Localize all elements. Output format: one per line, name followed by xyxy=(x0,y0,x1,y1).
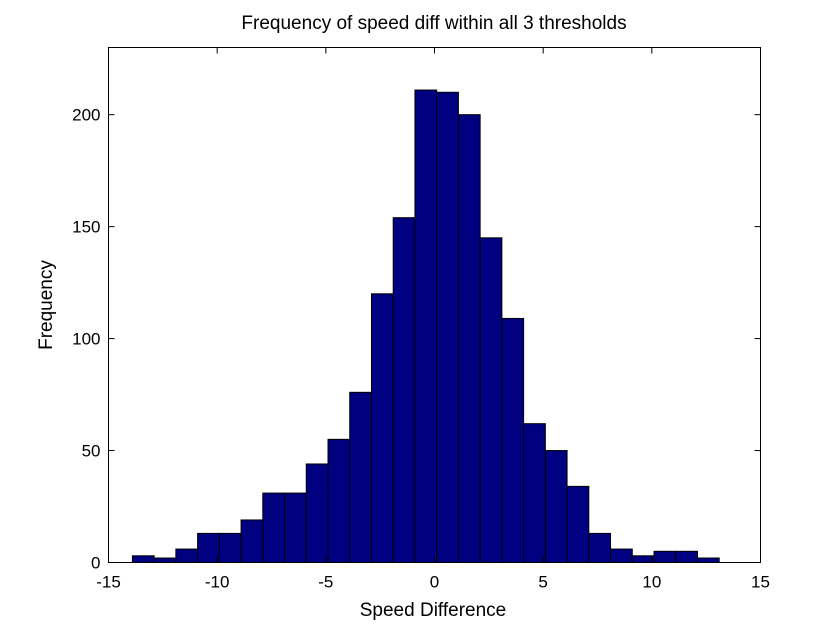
y-tick-label: 0 xyxy=(91,554,100,573)
histogram-bar-2 xyxy=(175,548,199,564)
histogram-bar-21 xyxy=(588,532,612,563)
x-tick-label: -10 xyxy=(205,573,230,592)
x-tick-label: -5 xyxy=(318,573,333,592)
histogram-bar-6 xyxy=(262,492,286,563)
x-axis: -15 -10 -5 0 5 10 15 xyxy=(96,47,770,592)
histogram-bar-13 xyxy=(414,89,438,563)
x-axis-label: Speed Difference xyxy=(360,600,506,621)
histogram-bar-5 xyxy=(240,519,264,564)
histogram-bar-22 xyxy=(610,548,633,564)
histogram-bar-12 xyxy=(392,217,416,563)
x-tick-label: 10 xyxy=(642,573,661,592)
chart-title: Frequency of speed diff within all 3 thr… xyxy=(241,13,626,34)
y-tick-label: 200 xyxy=(72,106,100,125)
histogram-bar-19 xyxy=(544,450,568,564)
x-tick-label: 15 xyxy=(751,573,770,592)
y-tick-label: 100 xyxy=(72,330,100,349)
histogram-bar-8 xyxy=(305,463,329,564)
histogram-bar-26 xyxy=(696,557,720,563)
histogram-bar-17 xyxy=(501,317,525,563)
y-tick-label: 150 xyxy=(72,218,100,237)
histogram-bar-25 xyxy=(675,550,698,563)
histogram-bar-9 xyxy=(327,438,351,564)
x-tick-label: 0 xyxy=(430,573,439,592)
histogram-bar-4 xyxy=(218,532,242,563)
histogram-bar-10 xyxy=(349,391,372,563)
histogram-bar-3 xyxy=(197,532,220,563)
x-tick-label: 5 xyxy=(538,573,547,592)
histogram-bar-1 xyxy=(153,557,177,563)
x-tick-label: -15 xyxy=(96,573,121,592)
histogram-bar-23 xyxy=(631,555,655,563)
histogram-bar-24 xyxy=(653,550,677,563)
bars-group xyxy=(131,89,720,564)
histogram-bar-0 xyxy=(131,555,155,563)
histogram-bar-14 xyxy=(436,91,459,563)
y-tick-label: 50 xyxy=(82,442,101,461)
histogram-bar-20 xyxy=(566,485,590,563)
histogram-bar-16 xyxy=(479,237,503,563)
histogram-bar-11 xyxy=(370,293,394,563)
histogram-bar-7 xyxy=(284,492,307,563)
histogram-bar-18 xyxy=(523,423,546,563)
y-axis: 0 50 100 150 200 xyxy=(72,106,761,573)
histogram-bar-15 xyxy=(457,114,481,563)
y-axis-label: Frequency xyxy=(36,260,57,350)
